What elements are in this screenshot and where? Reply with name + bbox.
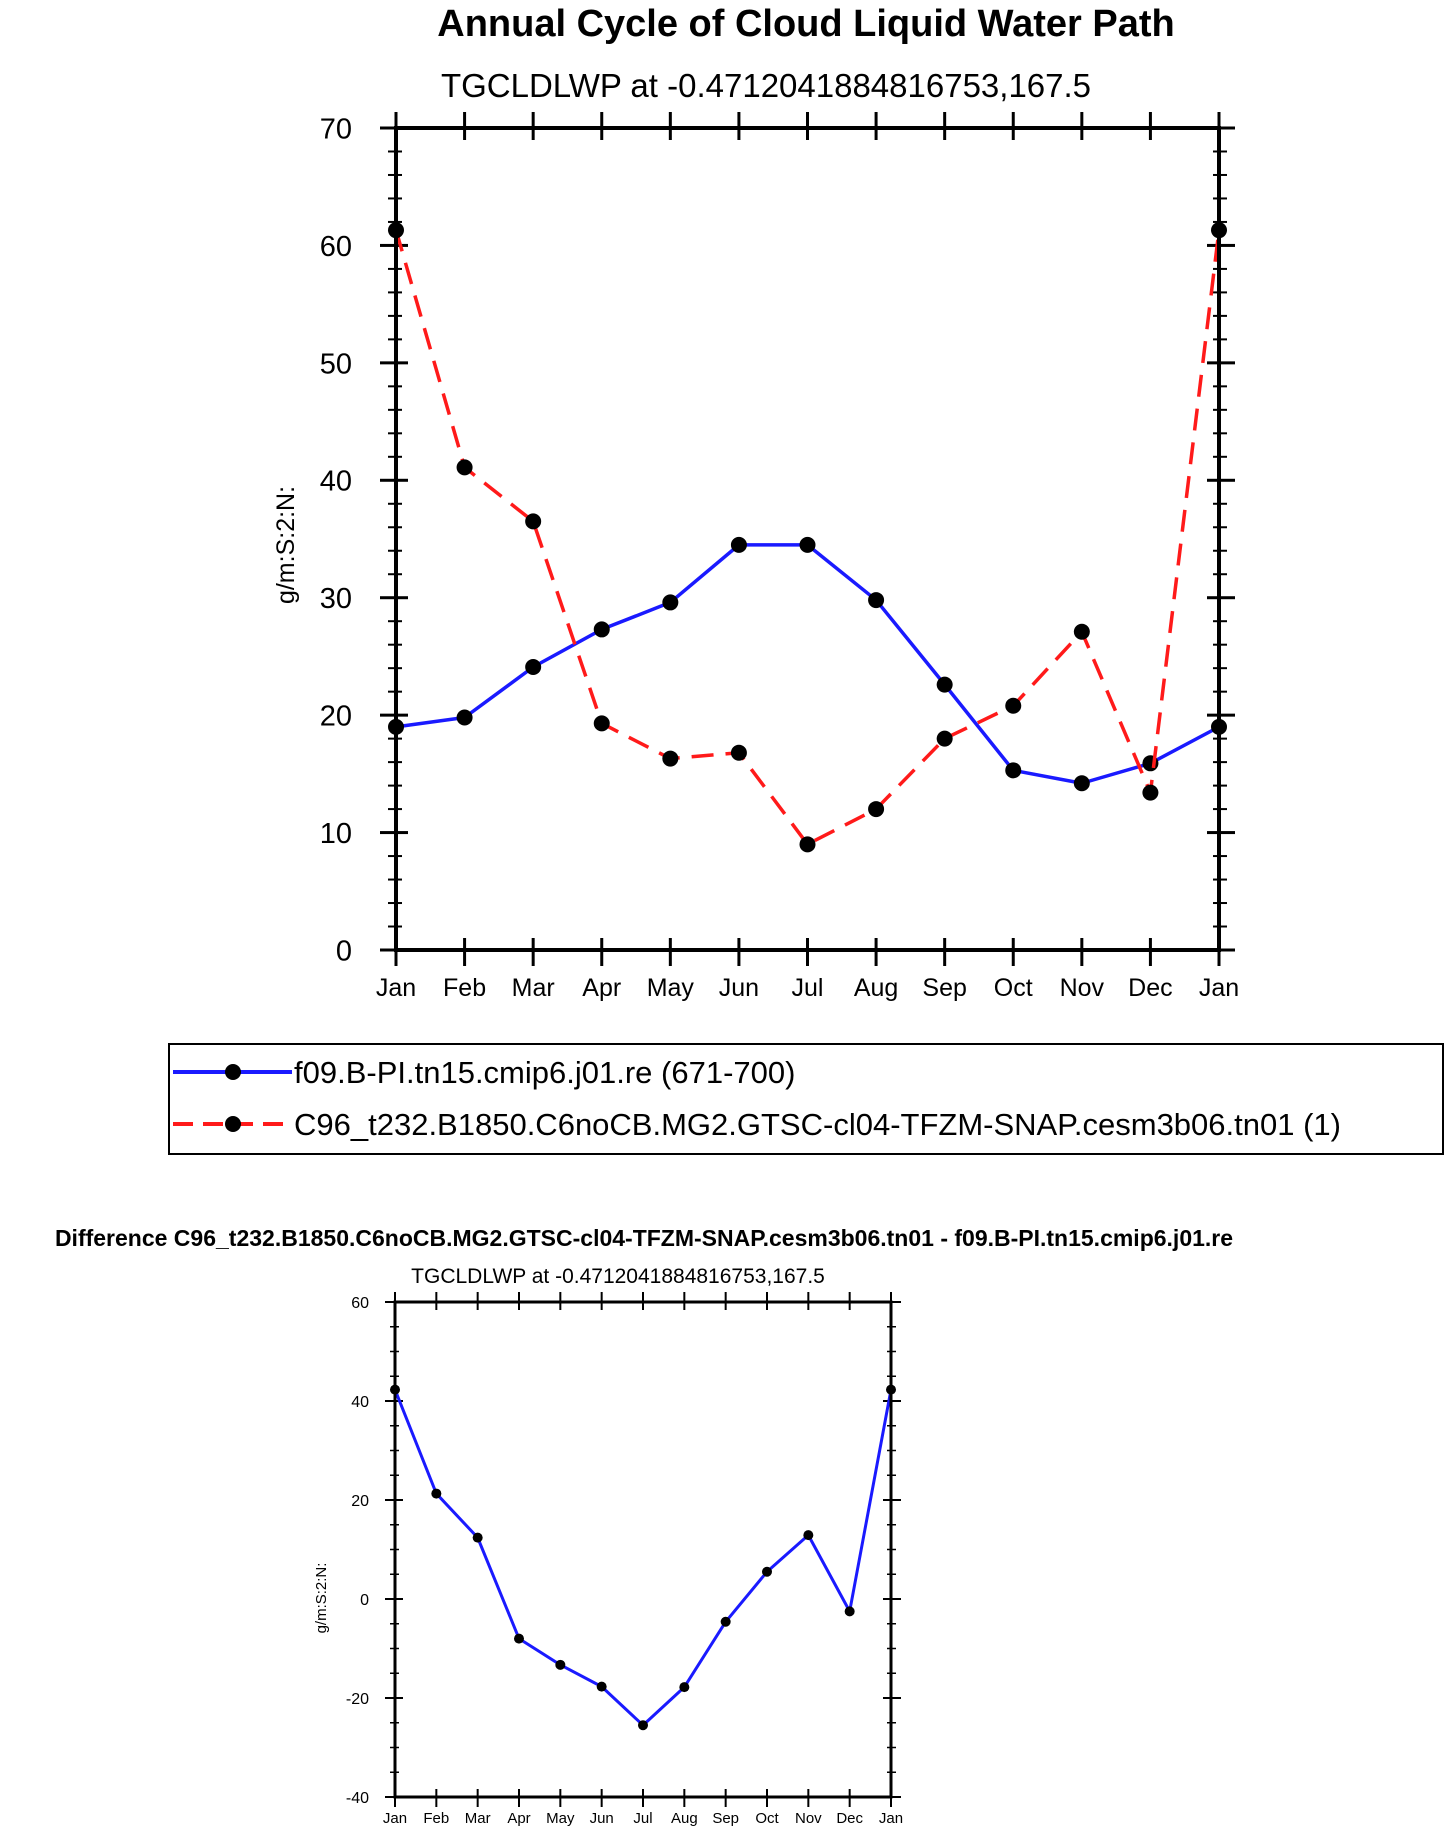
series-1-point	[762, 1566, 772, 1577]
x-tick-label: Dec	[836, 1810, 863, 1827]
y-tick-label: 0	[360, 1592, 369, 1609]
series-1-point	[431, 1488, 442, 1499]
series-line-1	[393, 1389, 893, 1727]
series-2-point	[1142, 784, 1159, 801]
x-tick-label: Sep	[922, 974, 966, 1002]
top-chart-x-tick-labels: Jan Feb Mar Apr May Jun Jul Aug Sep Oct Nov Dec Jan	[376, 974, 1239, 1002]
y-tick-label: 60	[320, 231, 352, 263]
x-tick-label: May	[546, 1810, 575, 1827]
series-1-point	[730, 536, 747, 553]
x-tick-label: Jul	[792, 974, 824, 1002]
top-chart-title: Annual Cycle of Cloud Liquid Water Path	[437, 3, 1175, 45]
series-1-point	[525, 658, 542, 675]
series-1-point	[456, 709, 473, 726]
y-tick-label: 20	[351, 1493, 369, 1510]
x-tick-label: Apr	[582, 974, 621, 1002]
x-tick-label: Nov	[795, 1810, 822, 1827]
series-1-point	[1073, 775, 1090, 792]
bottom-chart-series	[390, 1384, 896, 1731]
legend-box	[168, 1043, 1444, 1155]
y-tick-label: 40	[351, 1394, 369, 1411]
x-tick-label: Jan	[879, 1810, 903, 1827]
bottom-chart-frame	[393, 1300, 893, 1799]
legend-marker-1	[225, 1064, 241, 1080]
series-2-point	[1005, 697, 1022, 714]
series-2-point	[936, 730, 953, 747]
bottom-chart-x-tick-labels: Jan Feb Mar Apr May Jun Jul Aug Sep Oct Nov Dec Jan	[383, 1810, 903, 1827]
x-tick-label: Jun	[719, 974, 759, 1002]
series-1-point	[638, 1720, 648, 1731]
top-chart: Annual Cycle of Cloud Liquid Water Path …	[272, 3, 1239, 1002]
y-tick-label: 40	[320, 466, 352, 498]
x-tick-label: Oct	[994, 974, 1033, 1002]
x-tick-label: Jun	[590, 1810, 614, 1827]
top-chart-subtitle: TGCLDLWP at -0.4712041884816753,167.5	[441, 67, 1091, 104]
bottom-chart-y-tick-labels: -40 -20 0 20 40 60	[346, 1295, 369, 1807]
y-tick-label: 20	[320, 701, 352, 733]
x-tick-label: Dec	[1128, 974, 1172, 1002]
x-tick-label: Mar	[465, 1810, 491, 1827]
y-tick-label: 10	[320, 818, 352, 850]
y-tick-label: 70	[320, 113, 352, 145]
x-tick-label: Sep	[712, 1810, 739, 1827]
bottom-chart-subtitle: TGCLDLWP at -0.4712041884816753,167.5	[411, 1265, 825, 1288]
x-tick-label: Jan	[376, 974, 416, 1002]
x-tick-label: Jul	[633, 1810, 652, 1827]
series-1-point	[803, 1530, 814, 1541]
series-1-point	[514, 1633, 524, 1644]
x-tick-label: Oct	[755, 1810, 779, 1827]
series-1-point	[844, 1606, 855, 1617]
top-chart-ylabel: g/m:S:2:N:	[272, 486, 300, 604]
y-tick-label: -40	[346, 1790, 369, 1807]
bottom-chart: Difference C96_t232.B1850.C6noCB.MG2.GTS…	[55, 1225, 1233, 1827]
series-1-point	[555, 1659, 566, 1670]
series-1-point	[936, 676, 953, 693]
y-tick-label: 0	[336, 935, 352, 967]
series-2-point	[525, 513, 542, 530]
series-2-point	[662, 750, 679, 767]
series-1-point	[679, 1682, 690, 1693]
y-tick-label: 30	[320, 583, 352, 615]
series-1-point	[1005, 762, 1022, 779]
x-tick-label: Mar	[512, 974, 555, 1002]
top-chart-y-tick-labels: 0 10 20 30 40 50 60 70	[320, 113, 352, 967]
series-1-point	[662, 594, 679, 611]
legend-label-1: f09.B-PI.tn15.cmip6.j01.re (671-700)	[294, 1055, 795, 1090]
x-tick-label: Jan	[383, 1810, 407, 1827]
bottom-chart-ylabel: g/m:S:2:N:	[313, 1563, 330, 1634]
series-1-point	[593, 621, 610, 638]
top-chart-frame	[394, 126, 1221, 952]
x-tick-label: Aug	[671, 1810, 698, 1827]
legend-entry-2: C96_t232.B1850.C6noCB.MG2.GTSC-cl04-TFZM…	[173, 1107, 1341, 1142]
series-2-point	[868, 801, 885, 818]
legend-label-2: C96_t232.B1850.C6noCB.MG2.GTSC-cl04-TFZM…	[294, 1107, 1341, 1142]
y-tick-label: 60	[351, 1295, 369, 1312]
top-chart-series	[388, 222, 1227, 853]
x-tick-label: Apr	[507, 1810, 530, 1827]
series-2-point	[456, 459, 473, 476]
series-2-point	[1073, 623, 1090, 640]
legend-entry-1: f09.B-PI.tn15.cmip6.j01.re (671-700)	[173, 1055, 795, 1090]
x-tick-label: Nov	[1060, 974, 1105, 1002]
series-2-point	[730, 744, 747, 761]
y-tick-label: -20	[346, 1691, 369, 1708]
series-1-point	[596, 1681, 607, 1692]
series-1-point	[799, 536, 816, 553]
bottom-chart-title: Difference C96_t232.B1850.C6noCB.MG2.GTS…	[55, 1225, 1233, 1251]
series-1-point	[868, 592, 885, 609]
series-1-point	[720, 1616, 731, 1627]
x-tick-label: Aug	[854, 974, 898, 1002]
x-tick-label: Jan	[1199, 974, 1239, 1002]
x-tick-label: Feb	[423, 1810, 449, 1827]
y-tick-label: 50	[320, 348, 352, 380]
x-tick-label: May	[647, 974, 695, 1002]
series-2-point	[799, 836, 816, 853]
series-1-point	[472, 1532, 483, 1543]
x-tick-label: Feb	[443, 974, 486, 1002]
series-2-point	[593, 715, 610, 732]
legend: f09.B-PI.tn15.cmip6.j01.re (671-700) C96…	[168, 1043, 1444, 1155]
legend-marker-2	[225, 1116, 241, 1132]
